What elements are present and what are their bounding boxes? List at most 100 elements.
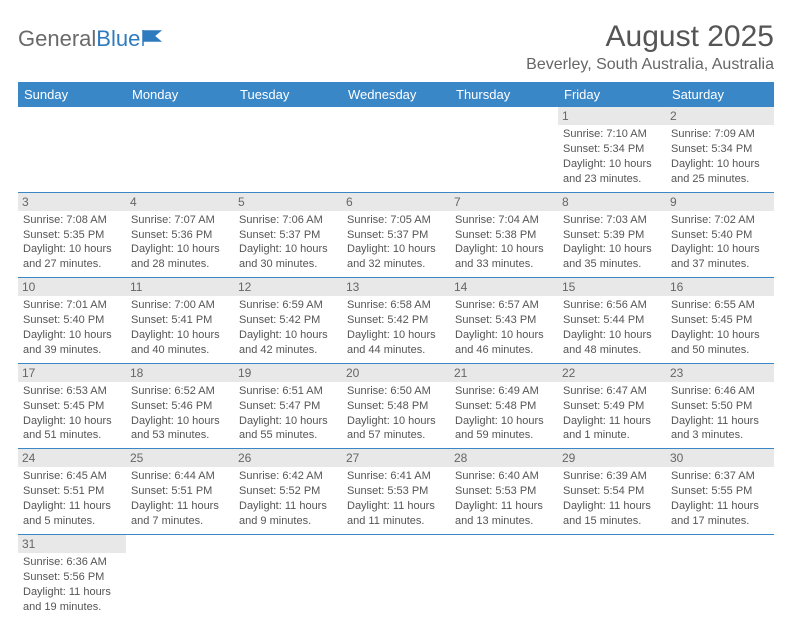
sunrise-text: Sunrise: 6:46 AM [671,384,769,399]
daylight-text: Daylight: 11 hours and 5 minutes. [23,499,121,529]
week-row: 1 Sunrise: 7:10 AM Sunset: 5:34 PMDaylight… [18,107,774,192]
sunrise-text: Sunrise: 6:37 AM [671,469,769,484]
sunrise-text: Sunrise: 7:07 AM [131,213,229,228]
sunrise-text: Sunrise: 7:03 AM [563,213,661,228]
week-row: 17Sunrise: 6:53 AMSunset: 5:45 PMDayligh… [18,363,774,449]
sunset-text: Sunset: 5:37 PM [347,228,445,243]
sunrise-text: Sunrise: 6:39 AM [563,469,661,484]
day-cell [342,534,450,619]
day-number: 21 [450,364,558,382]
day-number: 11 [126,278,234,296]
sunset-text: Sunset: 5:37 PM [239,228,337,243]
daylight-text: Daylight: 10 hours and 59 minutes. [455,414,553,444]
day-cell: 10Sunrise: 7:01 AMSunset: 5:40 PMDayligh… [18,278,126,364]
day-cell: 1Sunrise: 7:10 AMSunset: 5:34 PMDaylight… [558,107,666,192]
day-cell: 6 Sunrise: 7:05 AMSunset: 5:37 PMDaylight… [342,192,450,278]
day-cell: 8Sunrise: 7:03 AMSunset: 5:39 PMDaylight… [558,192,666,278]
day-cell: 4Sunrise: 7:07 AMSunset: 5:36 PMDaylight… [126,192,234,278]
sunrise-text: Sunrise: 6:36 AM [23,555,121,570]
logo-text-2: Blue [96,26,140,52]
day-number: 15 [558,278,666,296]
daylight-text: Daylight: 11 hours and 11 minutes. [347,499,445,529]
title-block: August 2025 Beverley, South Australia, A… [526,20,774,74]
sunset-text: Sunset: 5:44 PM [563,313,661,328]
day-cell: 12Sunrise: 6:59 AMSunset: 5:42 PMDayligh… [234,278,342,364]
sunset-text: Sunset: 5:53 PM [347,484,445,499]
sunset-text: Sunset: 5:43 PM [455,313,553,328]
sunrise-text: Sunrise: 6:59 AM [239,298,337,313]
dayname-row: Sunday Monday Tuesday Wednesday Thursday… [18,82,774,107]
day-cell [450,534,558,619]
sunrise-text: Sunrise: 6:50 AM [347,384,445,399]
day-number: 10 [18,278,126,296]
day-number: 12 [234,278,342,296]
day-number: 29 [558,449,666,467]
sunrise-text: Sunrise: 7:02 AM [671,213,769,228]
sunset-text: Sunset: 5:48 PM [455,399,553,414]
daylight-text: Daylight: 10 hours and 44 minutes. [347,328,445,358]
day-number: 26 [234,449,342,467]
dayname-thu: Thursday [450,82,558,107]
week-row: 31Sunrise: 6:36 AMSunset: 5:56 PMDayligh… [18,534,774,619]
day-number: 17 [18,364,126,382]
daylight-text: Daylight: 10 hours and 32 minutes. [347,242,445,272]
day-cell: 3Sunrise: 7:08 AMSunset: 5:35 PMDaylight… [18,192,126,278]
day-cell: 25Sunrise: 6:44 AMSunset: 5:51 PMDayligh… [126,449,234,535]
sunrise-text: Sunrise: 6:41 AM [347,469,445,484]
day-cell: 11Sunrise: 7:00 AMSunset: 5:41 PMDayligh… [126,278,234,364]
day-number: 25 [126,449,234,467]
day-number: 23 [666,364,774,382]
week-row: 10Sunrise: 7:01 AMSunset: 5:40 PMDayligh… [18,278,774,364]
week-row: 24Sunrise: 6:45 AMSunset: 5:51 PMDayligh… [18,449,774,535]
daylight-text: Daylight: 11 hours and 17 minutes. [671,499,769,529]
day-cell [234,107,342,192]
sunset-text: Sunset: 5:38 PM [455,228,553,243]
day-cell: 31Sunrise: 6:36 AMSunset: 5:56 PMDayligh… [18,534,126,619]
sunrise-text: Sunrise: 6:52 AM [131,384,229,399]
daylight-text: Daylight: 10 hours and 42 minutes. [239,328,337,358]
day-cell: 15Sunrise: 6:56 AMSunset: 5:44 PMDayligh… [558,278,666,364]
day-number: 20 [342,364,450,382]
sunset-text: Sunset: 5:40 PM [671,228,769,243]
daylight-text: Daylight: 10 hours and 25 minutes. [671,157,769,187]
daylight-text: Daylight: 11 hours and 13 minutes. [455,499,553,529]
daylight-text: Daylight: 10 hours and 30 minutes. [239,242,337,272]
sunrise-text: Sunrise: 6:56 AM [563,298,661,313]
sunrise-text: Sunrise: 7:05 AM [347,213,445,228]
day-cell [450,107,558,192]
day-number: 16 [666,278,774,296]
daylight-text: Daylight: 11 hours and 1 minute. [563,414,661,444]
day-cell: 28Sunrise: 6:40 AMSunset: 5:53 PMDayligh… [450,449,558,535]
sunrise-text: Sunrise: 7:06 AM [239,213,337,228]
daylight-text: Daylight: 11 hours and 7 minutes. [131,499,229,529]
sunrise-text: Sunrise: 7:09 AM [671,127,769,142]
sunset-text: Sunset: 5:41 PM [131,313,229,328]
day-cell [126,107,234,192]
sunset-text: Sunset: 5:53 PM [455,484,553,499]
sunrise-text: Sunrise: 6:57 AM [455,298,553,313]
flag-icon [142,30,164,46]
calendar-table: Sunday Monday Tuesday Wednesday Thursday… [18,82,774,619]
month-title: August 2025 [526,20,774,54]
sunset-text: Sunset: 5:45 PM [671,313,769,328]
daylight-text: Daylight: 11 hours and 9 minutes. [239,499,337,529]
daylight-text: Daylight: 10 hours and 37 minutes. [671,242,769,272]
day-cell: 7Sunrise: 7:04 AMSunset: 5:38 PMDaylight… [450,192,558,278]
day-number: 1 [558,107,666,125]
dayname-sun: Sunday [18,82,126,107]
sunset-text: Sunset: 5:34 PM [671,142,769,157]
day-number: 28 [450,449,558,467]
dayname-sat: Saturday [666,82,774,107]
daylight-text: Daylight: 11 hours and 19 minutes. [23,585,121,615]
day-number: 6 [342,193,450,211]
sunset-text: Sunset: 5:36 PM [131,228,229,243]
sunset-text: Sunset: 5:45 PM [23,399,121,414]
day-cell: 20Sunrise: 6:50 AMSunset: 5:48 PMDayligh… [342,363,450,449]
sunrise-text: Sunrise: 7:10 AM [563,127,661,142]
sunrise-text: Sunrise: 6:58 AM [347,298,445,313]
daylight-text: Daylight: 10 hours and 46 minutes. [455,328,553,358]
sunset-text: Sunset: 5:52 PM [239,484,337,499]
sunrise-text: Sunrise: 7:08 AM [23,213,121,228]
sunrise-text: Sunrise: 6:55 AM [671,298,769,313]
sunset-text: Sunset: 5:47 PM [239,399,337,414]
